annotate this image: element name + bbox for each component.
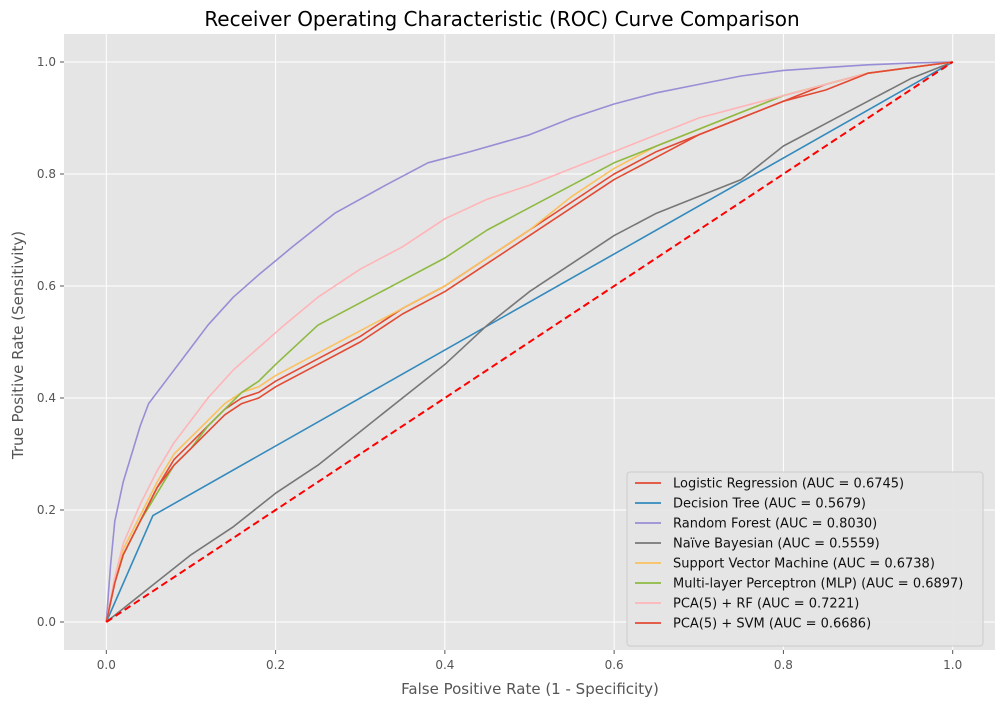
series-lines	[105, 61, 954, 623]
legend-entry: Multi-layer Perceptron (MLP) (AUC = 0.68…	[673, 577, 963, 592]
x-tick-label: 0.2	[266, 658, 285, 672]
x-tick-label: 0.0	[97, 658, 116, 672]
x-axis-label: False Positive Rate (1 - Specificity)	[401, 680, 659, 698]
series-line-7	[105, 61, 953, 623]
y-tick-label: 0.4	[37, 391, 56, 405]
chart-title: Receiver Operating Characteristic (ROC) …	[204, 7, 799, 31]
reference-line	[105, 61, 954, 623]
legend-box	[626, 471, 984, 647]
legend: Logistic Regression (AUC = 0.6745) Decisi…	[626, 471, 984, 647]
legend-entry: Support Vector Machine (AUC = 0.6738)	[673, 557, 935, 572]
x-tick-label: 1.0	[943, 658, 962, 672]
y-ticks: 0.0 0.2 0.4 0.6 0.8 1.0	[37, 55, 64, 629]
legend-entry: Decision Tree (AUC = 0.5679)	[673, 497, 866, 512]
reference-line-group	[105, 61, 954, 623]
y-axis-label: True Positive Rate (Sensitivity)	[9, 231, 27, 460]
y-tick-label: 0.2	[37, 503, 56, 517]
series-line-3	[105, 61, 953, 623]
series-line-2	[105, 61, 954, 623]
x-tick-label: 0.8	[774, 658, 793, 672]
legend-entry: PCA(5) + RF (AUC = 0.7221)	[673, 597, 859, 612]
legend-entry: PCA(5) + SVM (AUC = 0.6686)	[673, 617, 871, 632]
y-tick-label: 0.6	[37, 279, 56, 293]
x-tick-label: 0.4	[435, 658, 454, 672]
x-tick-label: 0.6	[605, 658, 624, 672]
legend-entry: Logistic Regression (AUC = 0.6745)	[673, 477, 904, 492]
y-tick-label: 0.0	[37, 615, 56, 629]
legend-entry: Naïve Bayesian (AUC = 0.5559)	[673, 537, 880, 552]
x-ticks: 0.0 0.2 0.4 0.6 0.8 1.0	[97, 650, 962, 672]
series-line-6	[105, 61, 953, 623]
y-tick-label: 1.0	[37, 55, 56, 69]
series-line-8	[105, 61, 953, 623]
legend-entry: Random Forest (AUC = 0.8030)	[673, 517, 877, 532]
series-line-4	[105, 61, 953, 623]
y-tick-label: 0.8	[37, 167, 56, 181]
